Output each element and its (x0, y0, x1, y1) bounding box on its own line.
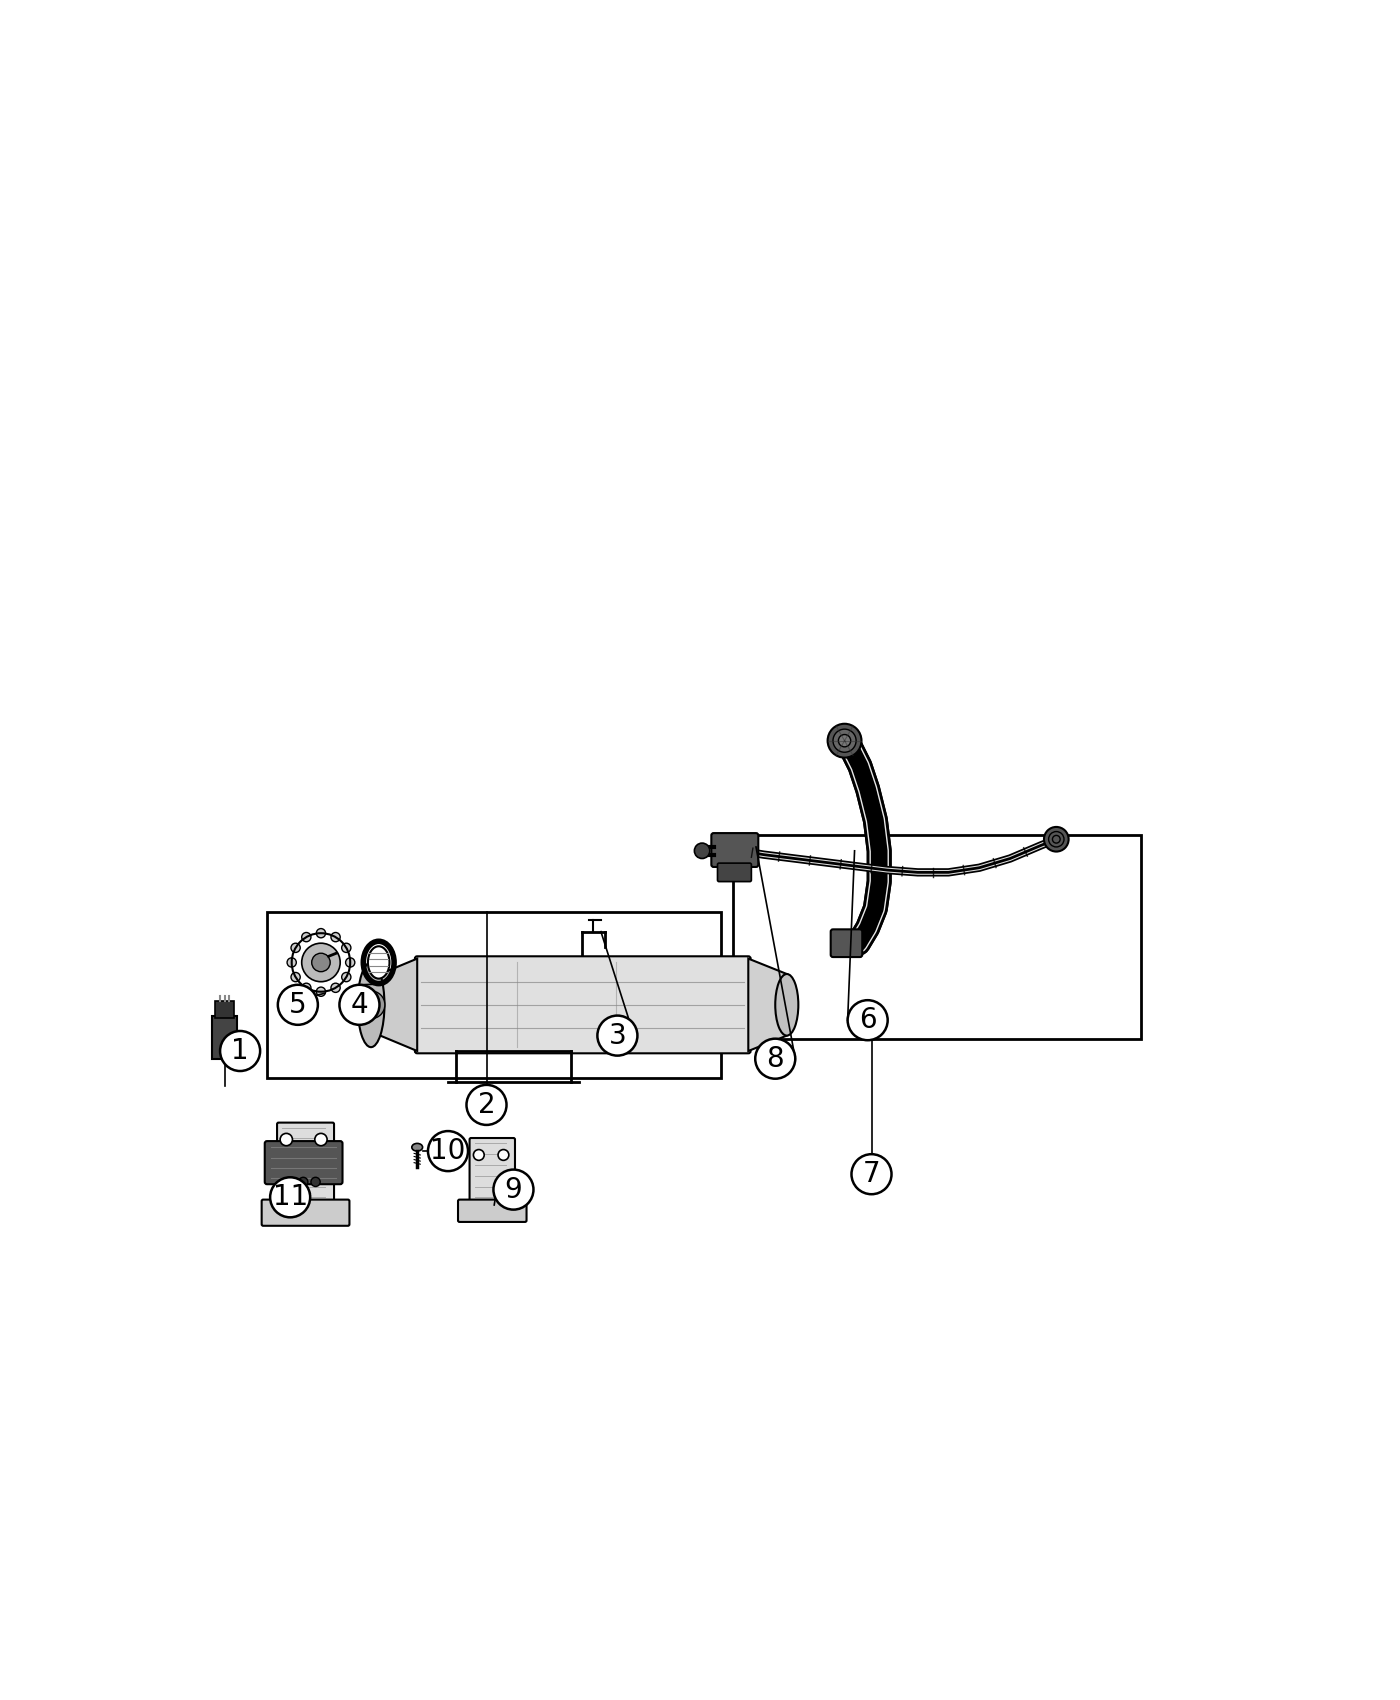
Text: 4: 4 (350, 991, 368, 1018)
Circle shape (315, 1134, 328, 1146)
Text: 10: 10 (430, 1137, 466, 1164)
Circle shape (364, 998, 378, 1013)
Circle shape (302, 983, 311, 993)
FancyBboxPatch shape (458, 1200, 526, 1222)
Circle shape (357, 991, 385, 1018)
Circle shape (833, 729, 857, 751)
Text: 3: 3 (609, 1022, 626, 1049)
Text: 6: 6 (858, 1006, 876, 1034)
Circle shape (316, 988, 326, 996)
FancyBboxPatch shape (414, 957, 750, 1054)
Circle shape (291, 944, 300, 952)
Ellipse shape (412, 1144, 423, 1151)
Ellipse shape (357, 962, 385, 1047)
Text: 7: 7 (862, 1159, 881, 1188)
Circle shape (847, 1000, 888, 1040)
Bar (267, 913, 721, 1078)
Circle shape (342, 944, 351, 952)
FancyBboxPatch shape (711, 833, 759, 867)
Circle shape (694, 843, 710, 859)
Text: 11: 11 (273, 1183, 308, 1212)
Text: 8: 8 (766, 1046, 784, 1073)
Circle shape (598, 1015, 637, 1056)
FancyBboxPatch shape (265, 1141, 343, 1185)
Circle shape (493, 1170, 533, 1210)
Bar (734, 835, 1141, 1039)
Circle shape (342, 972, 351, 981)
Polygon shape (749, 959, 787, 1051)
FancyBboxPatch shape (262, 1200, 350, 1226)
Circle shape (330, 933, 340, 942)
Circle shape (428, 1130, 468, 1171)
Circle shape (473, 1149, 484, 1161)
Circle shape (316, 928, 326, 938)
Text: 2: 2 (477, 1091, 496, 1119)
Circle shape (755, 1039, 795, 1080)
Circle shape (827, 724, 861, 758)
Circle shape (839, 734, 851, 746)
Circle shape (302, 944, 340, 981)
Bar (213, 1017, 237, 1059)
Circle shape (312, 954, 330, 972)
Text: 1: 1 (231, 1037, 249, 1064)
Circle shape (220, 1030, 260, 1071)
Circle shape (298, 1178, 308, 1187)
Circle shape (277, 984, 318, 1025)
Circle shape (280, 1134, 293, 1146)
Text: 9: 9 (504, 1176, 522, 1204)
Circle shape (498, 1149, 508, 1161)
Bar (216, 1001, 234, 1018)
Text: 5: 5 (288, 991, 307, 1018)
Circle shape (270, 1178, 311, 1217)
Ellipse shape (776, 974, 798, 1035)
Circle shape (1044, 826, 1068, 852)
FancyBboxPatch shape (277, 1122, 335, 1202)
Circle shape (330, 983, 340, 993)
FancyBboxPatch shape (830, 930, 862, 957)
Circle shape (339, 984, 379, 1025)
Polygon shape (371, 959, 417, 1051)
Circle shape (851, 1154, 892, 1193)
Circle shape (302, 933, 311, 942)
FancyBboxPatch shape (717, 864, 752, 882)
Ellipse shape (368, 947, 389, 979)
Circle shape (311, 1178, 321, 1187)
Circle shape (346, 957, 354, 967)
FancyBboxPatch shape (469, 1137, 515, 1202)
Circle shape (287, 957, 297, 967)
Circle shape (291, 972, 300, 981)
Circle shape (466, 1085, 507, 1125)
